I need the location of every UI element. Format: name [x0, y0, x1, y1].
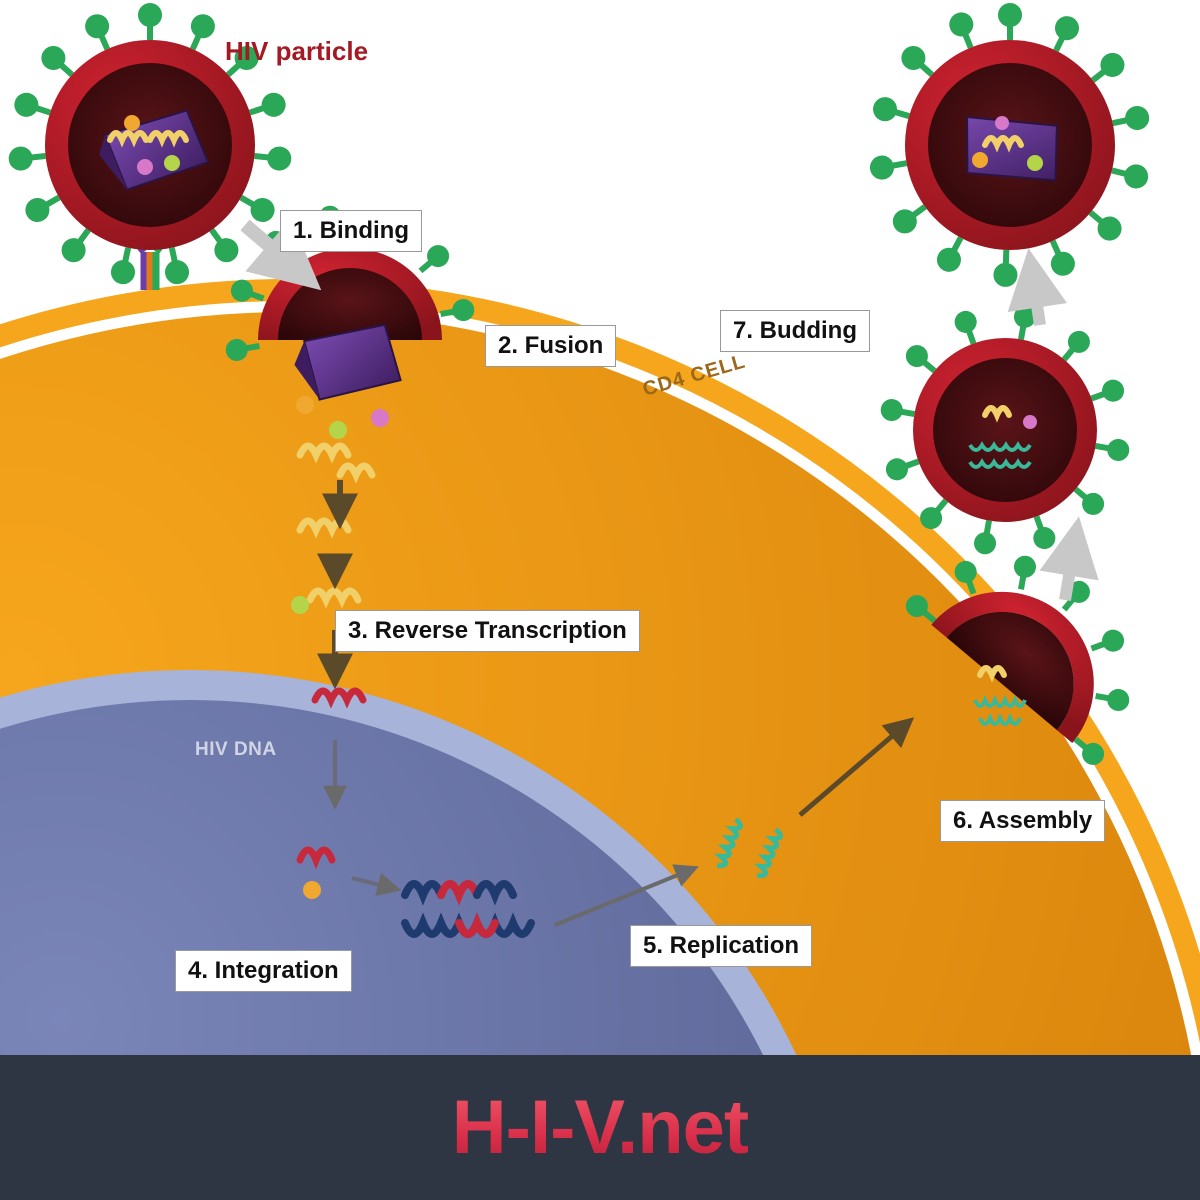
- step-2-fusion: 2. Fusion: [485, 325, 616, 367]
- footer-logo-text: H-I-V.net: [452, 1084, 748, 1171]
- step-7-budding: 7. Budding: [720, 310, 870, 352]
- step-5-replication: 5. Replication: [630, 925, 812, 967]
- step-1-binding: 1. Binding: [280, 210, 422, 252]
- hiv-particle-immature: [882, 307, 1127, 552]
- step-6-assembly: 6. Assembly: [940, 800, 1105, 842]
- hiv-lifecycle-diagram: CD4 CELL: [0, 0, 1200, 1200]
- hiv-dna-label: HIV DNA: [195, 739, 277, 761]
- footer-bar: H-I-V.net: [0, 1055, 1200, 1200]
- hiv-particle-mature: [872, 6, 1148, 284]
- hiv-particle-label: HIV particle: [225, 36, 368, 67]
- step-3-reverse-transcription: 3. Reverse Transcription: [335, 610, 640, 652]
- step-4-integration: 4. Integration: [175, 950, 352, 992]
